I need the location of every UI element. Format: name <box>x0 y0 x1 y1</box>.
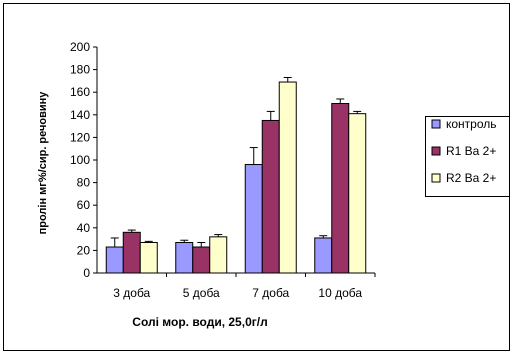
legend-label: R2 Ba 2+ <box>446 171 496 185</box>
bar <box>139 241 158 274</box>
x-axis-label: Солі мор. води, 25,0г/л <box>132 315 267 329</box>
y-tick-label: 60 <box>77 198 91 212</box>
bar <box>122 231 141 274</box>
bar <box>175 241 194 274</box>
y-tick-label: 80 <box>77 176 91 190</box>
legend-swatch <box>431 173 441 183</box>
legend-label: R1 Ba 2+ <box>446 144 496 158</box>
y-tick-label: 120 <box>70 130 90 144</box>
y-tick-label: 0 <box>83 266 90 280</box>
bar <box>192 246 211 274</box>
legend-label: контроль <box>446 117 497 131</box>
x-tick-label: 10 доба <box>318 286 362 300</box>
y-tick-label: 20 <box>77 243 91 257</box>
y-tick-label: 100 <box>70 153 90 167</box>
x-tick-label: 7 доба <box>252 286 289 300</box>
bar <box>331 103 350 274</box>
y-tick-label: 160 <box>70 85 90 99</box>
legend-box <box>425 116 510 197</box>
y-tick-label: 200 <box>70 40 90 54</box>
legend-swatch <box>431 119 441 129</box>
y-axis-label: пролін мг%/сир. речовину <box>37 91 49 235</box>
bar <box>261 119 280 274</box>
x-tick-label: 3 доба <box>113 286 150 300</box>
y-tick-label: 140 <box>70 108 90 122</box>
bar <box>244 164 263 274</box>
bar <box>314 237 333 274</box>
legend-swatch <box>431 146 441 156</box>
y-tick-label: 40 <box>77 221 91 235</box>
bar <box>209 236 228 274</box>
bar <box>105 246 124 274</box>
x-tick-label: 5 доба <box>183 286 220 300</box>
y-tick-label: 180 <box>70 63 90 77</box>
legend: контроль R1 Ba 2+ R2 Ba 2+ <box>425 116 510 197</box>
bar <box>278 81 297 274</box>
bar <box>348 113 367 274</box>
